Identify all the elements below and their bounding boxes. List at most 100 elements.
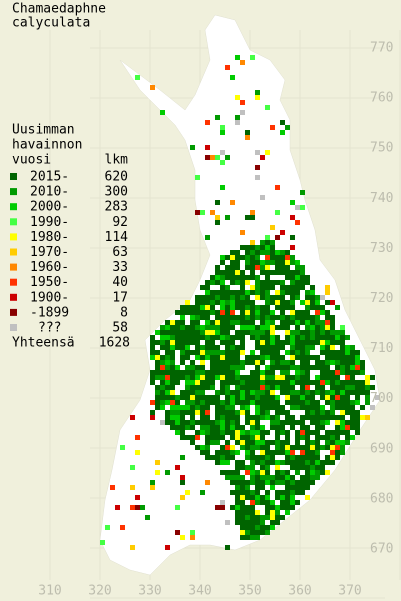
observation-square — [300, 490, 305, 495]
observation-square — [265, 255, 270, 260]
observation-square — [290, 245, 295, 250]
observation-square — [170, 340, 175, 345]
observation-square — [245, 530, 250, 535]
observation-square — [280, 410, 285, 415]
observation-square — [205, 235, 210, 240]
observation-square — [225, 430, 230, 435]
observation-square — [255, 305, 260, 310]
observation-square — [280, 325, 285, 330]
legend-count: 40 — [112, 275, 128, 290]
observation-square — [315, 425, 320, 430]
observation-square — [280, 340, 285, 345]
observation-square — [310, 410, 315, 415]
observation-square — [345, 430, 350, 435]
observation-square — [130, 485, 135, 490]
observation-square — [200, 305, 205, 310]
observation-square — [265, 295, 270, 300]
observation-square — [310, 475, 315, 480]
observation-square — [205, 305, 210, 310]
observation-square — [335, 400, 340, 405]
observation-square — [315, 320, 320, 325]
observation-square — [220, 410, 225, 415]
observation-square — [320, 325, 325, 330]
observation-square — [260, 245, 265, 250]
observation-square — [270, 460, 275, 465]
observation-square — [155, 460, 160, 465]
observation-square — [190, 350, 195, 355]
observation-square — [270, 300, 275, 305]
observation-square — [340, 425, 345, 430]
observation-square — [275, 380, 280, 385]
observation-square — [170, 385, 175, 390]
observation-square — [260, 425, 265, 430]
observation-square — [305, 440, 310, 445]
observation-square — [180, 320, 185, 325]
observation-square — [255, 445, 260, 450]
observation-square — [190, 425, 195, 430]
observation-square — [275, 440, 280, 445]
observation-square — [245, 215, 250, 220]
observation-square — [255, 390, 260, 395]
observation-square — [305, 405, 310, 410]
observation-square — [305, 380, 310, 385]
observation-square — [195, 385, 200, 390]
observation-square — [295, 260, 300, 265]
observation-square — [265, 350, 270, 355]
observation-square — [345, 440, 350, 445]
observation-square — [325, 315, 330, 320]
observation-square — [225, 390, 230, 395]
observation-square — [335, 335, 340, 340]
observation-square — [345, 345, 350, 350]
observation-square — [300, 395, 305, 400]
observation-square — [290, 455, 295, 460]
observation-square — [245, 525, 250, 530]
observation-square — [345, 405, 350, 410]
observation-square — [180, 395, 185, 400]
observation-square — [220, 400, 225, 405]
observation-square — [260, 260, 265, 265]
observation-square — [260, 485, 265, 490]
observation-square — [205, 330, 210, 335]
observation-square — [295, 375, 300, 380]
observation-square — [220, 125, 225, 130]
observation-square — [270, 240, 275, 245]
observation-square — [265, 370, 270, 375]
observation-square — [235, 520, 240, 525]
observation-square — [260, 480, 265, 485]
observation-square — [250, 305, 255, 310]
observation-square — [205, 355, 210, 360]
observation-square — [235, 55, 240, 60]
observation-square — [235, 440, 240, 445]
observation-square — [295, 335, 300, 340]
observation-square — [255, 295, 260, 300]
observation-square — [235, 335, 240, 340]
legend-year: 1960- — [30, 260, 69, 275]
observation-square — [250, 455, 255, 460]
observation-square — [190, 395, 195, 400]
observation-square — [220, 415, 225, 420]
observation-square — [245, 430, 250, 435]
observation-square — [285, 390, 290, 395]
observation-square — [230, 480, 235, 485]
observation-square — [210, 375, 215, 380]
observation-square — [240, 490, 245, 495]
observation-square — [285, 440, 290, 445]
observation-square — [285, 125, 290, 130]
observation-square — [260, 250, 265, 255]
observation-square — [265, 335, 270, 340]
observation-square — [290, 200, 295, 205]
observation-square — [285, 380, 290, 385]
observation-square — [235, 415, 240, 420]
observation-square — [270, 370, 275, 375]
observation-square — [180, 340, 185, 345]
observation-square — [165, 395, 170, 400]
observation-square — [155, 340, 160, 345]
observation-square — [185, 395, 190, 400]
observation-square — [225, 355, 230, 360]
observation-square — [245, 420, 250, 425]
observation-square — [340, 430, 345, 435]
observation-square — [305, 460, 310, 465]
observation-square — [285, 270, 290, 275]
observation-square — [320, 320, 325, 325]
observation-square — [235, 255, 240, 260]
